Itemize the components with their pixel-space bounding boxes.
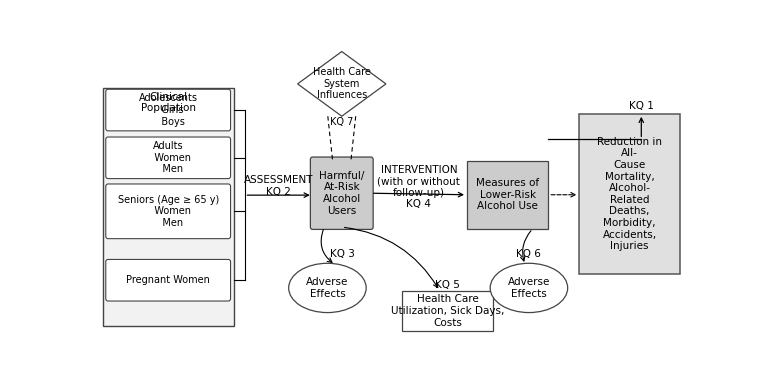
FancyBboxPatch shape [106, 260, 230, 301]
Text: Clinical
Population: Clinical Population [141, 91, 196, 113]
Text: Harmful/
At-Risk
Alcohol
Users: Harmful/ At-Risk Alcohol Users [319, 171, 364, 215]
Text: Seniors (Age ≥ 65 y)
   Women
   Men: Seniors (Age ≥ 65 y) Women Men [117, 195, 219, 228]
FancyBboxPatch shape [103, 88, 233, 326]
Text: Adults
   Women
   Men: Adults Women Men [145, 141, 191, 174]
FancyBboxPatch shape [106, 184, 230, 239]
Text: KQ 6: KQ 6 [517, 249, 541, 259]
Text: KQ 3: KQ 3 [331, 249, 356, 259]
Text: Health Care
System
Influences: Health Care System Influences [313, 67, 370, 100]
Text: Reduction in
All-
Cause
Mortality,
Alcohol-
Related
Deaths,
Morbidity,
Accidents: Reduction in All- Cause Mortality, Alcoh… [598, 137, 662, 251]
Text: INTERVENTION
(with or without
follow-up)
KQ 4: INTERVENTION (with or without follow-up)… [377, 165, 461, 210]
FancyBboxPatch shape [106, 137, 230, 179]
Ellipse shape [289, 263, 366, 312]
Text: Adolescents
   Girls
   Boys: Adolescents Girls Boys [138, 93, 198, 127]
Text: KQ 7: KQ 7 [330, 117, 353, 127]
FancyBboxPatch shape [401, 291, 493, 331]
Ellipse shape [490, 263, 568, 312]
Text: KQ 5: KQ 5 [435, 280, 460, 290]
FancyBboxPatch shape [106, 89, 230, 131]
FancyBboxPatch shape [580, 114, 680, 274]
Text: Measures of
Lower-Risk
Alcohol Use: Measures of Lower-Risk Alcohol Use [476, 178, 539, 212]
Text: Adverse
Effects: Adverse Effects [307, 277, 349, 299]
Text: KQ 1: KQ 1 [629, 101, 654, 111]
Text: ASSESSMENT
KQ 2: ASSESSMENT KQ 2 [244, 175, 314, 197]
Text: Health Care
Utilization, Sick Days,
Costs: Health Care Utilization, Sick Days, Cost… [391, 294, 504, 328]
Polygon shape [298, 52, 386, 116]
FancyBboxPatch shape [467, 161, 548, 229]
Text: Pregnant Women: Pregnant Women [126, 275, 210, 285]
FancyBboxPatch shape [310, 157, 373, 230]
Text: Adverse
Effects: Adverse Effects [508, 277, 550, 299]
